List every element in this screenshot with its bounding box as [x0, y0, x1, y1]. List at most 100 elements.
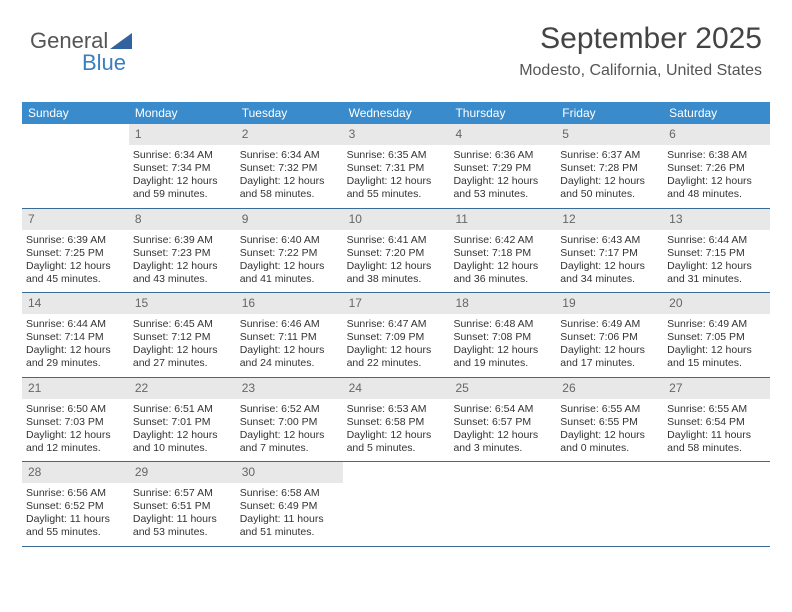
page-header: General Blue September 2025 Modesto, Cal… [0, 0, 792, 90]
daylight-line1: Daylight: 12 hours [240, 429, 339, 442]
day-number: 2 [236, 124, 343, 145]
day-number: 15 [129, 293, 236, 314]
calendar-day-cell [663, 462, 770, 546]
sunrise-text: Sunrise: 6:42 AM [453, 234, 552, 247]
calendar-day-cell: 23Sunrise: 6:52 AMSunset: 7:00 PMDayligh… [236, 378, 343, 462]
sunrise-text: Sunrise: 6:52 AM [240, 403, 339, 416]
day-number [343, 462, 450, 483]
calendar-weeks: 1 Sunrise: 6:34 AM Sunset: 7:34 PM Daylight… [22, 124, 770, 547]
sunset-text: Sunset: 6:57 PM [453, 416, 552, 429]
sunrise-text: Sunrise: 6:36 AM [453, 149, 552, 162]
daylight-line2: and 58 minutes. [667, 442, 766, 455]
daylight-line1: Daylight: 12 hours [26, 344, 125, 357]
sunset-text: Sunset: 7:26 PM [667, 162, 766, 175]
day-number: 28 [22, 462, 129, 483]
daylight-line1: Daylight: 12 hours [133, 260, 232, 273]
sunrise-text: Sunrise: 6:53 AM [347, 403, 446, 416]
day-number [663, 462, 770, 483]
sunrise-text: Sunrise: 6:57 AM [133, 487, 232, 500]
calendar-day-cell: 30Sunrise: 6:58 AMSunset: 6:49 PMDayligh… [236, 462, 343, 546]
calendar-day-cell: 19Sunrise: 6:49 AMSunset: 7:06 PMDayligh… [556, 293, 663, 377]
daylight-line1: Daylight: 12 hours [560, 175, 659, 188]
daylight-line1: Daylight: 12 hours [560, 429, 659, 442]
sunrise-text: Sunrise: 6:37 AM [560, 149, 659, 162]
sunrise-text: Sunrise: 6:39 AM [26, 234, 125, 247]
daylight-line2: and 29 minutes. [26, 357, 125, 370]
sunrise-text: Sunrise: 6:43 AM [560, 234, 659, 247]
day-number: 26 [556, 378, 663, 399]
sunrise-text: Sunrise: 6:38 AM [667, 149, 766, 162]
daylight-line2: and 34 minutes. [560, 273, 659, 286]
page-title: September 2025 [540, 22, 762, 56]
sunset-text: Sunset: 6:55 PM [560, 416, 659, 429]
daylight-line2: and 55 minutes. [26, 526, 125, 539]
daylight-line2: and 22 minutes. [347, 357, 446, 370]
calendar-week: 1 Sunrise: 6:34 AM Sunset: 7:34 PM Daylight… [22, 124, 770, 209]
daylight-line2: and 43 minutes. [133, 273, 232, 286]
location-text: Modesto, California, United States [519, 62, 762, 80]
day-number [449, 462, 556, 483]
daylight-line1: Daylight: 12 hours [26, 260, 125, 273]
calendar-day-cell: 29Sunrise: 6:57 AMSunset: 6:51 PMDayligh… [129, 462, 236, 546]
sunrise-text: Sunrise: 6:55 AM [667, 403, 766, 416]
sunrise-text: Sunrise: 6:58 AM [240, 487, 339, 500]
sunset-text: Sunset: 7:14 PM [26, 331, 125, 344]
calendar-day-cell [449, 462, 556, 546]
daylight-line2: and 10 minutes. [133, 442, 232, 455]
sunset-text: Sunset: 7:08 PM [453, 331, 552, 344]
daylight-line1: Daylight: 12 hours [347, 260, 446, 273]
sunset-text: Sunset: 7:17 PM [560, 247, 659, 260]
sunrise-text: Sunrise: 6:35 AM [347, 149, 446, 162]
calendar-day-cell: 15Sunrise: 6:45 AMSunset: 7:12 PMDayligh… [129, 293, 236, 377]
sunset-text: Sunset: 6:54 PM [667, 416, 766, 429]
sunset-text: Sunset: 7:12 PM [133, 331, 232, 344]
day-number: 12 [556, 209, 663, 230]
day-number: 20 [663, 293, 770, 314]
calendar-day-cell: 18Sunrise: 6:48 AMSunset: 7:08 PMDayligh… [449, 293, 556, 377]
daylight-line1: Daylight: 11 hours [26, 513, 125, 526]
day-number: 10 [343, 209, 450, 230]
dayname-tue: Tuesday [236, 102, 343, 124]
dayname-sun: Sunday [22, 102, 129, 124]
sunrise-text: Sunrise: 6:49 AM [560, 318, 659, 331]
day-number: 13 [663, 209, 770, 230]
sunset-text: Sunset: 7:34 PM [133, 162, 232, 175]
daylight-line2: and 53 minutes. [133, 526, 232, 539]
daylight-line1: Daylight: 12 hours [347, 175, 446, 188]
day-number: 8 [129, 209, 236, 230]
day-number: 1 [129, 124, 236, 145]
calendar-day-cell [343, 462, 450, 546]
day-number: 7 [22, 209, 129, 230]
sunrise-text: Sunrise: 6:40 AM [240, 234, 339, 247]
day-number: 27 [663, 378, 770, 399]
day-number: 5 [556, 124, 663, 145]
sunrise-text: Sunrise: 6:39 AM [133, 234, 232, 247]
calendar-day-cell: 22Sunrise: 6:51 AMSunset: 7:01 PMDayligh… [129, 378, 236, 462]
calendar-day-cell: 11Sunrise: 6:42 AMSunset: 7:18 PMDayligh… [449, 209, 556, 293]
daylight-line1: Daylight: 12 hours [560, 260, 659, 273]
calendar-day-cell: 1Sunrise: 6:34 AMSunset: 7:34 PMDaylight… [129, 124, 236, 208]
daylight-line2: and 51 minutes. [240, 526, 339, 539]
sunset-text: Sunset: 7:22 PM [240, 247, 339, 260]
calendar-week: 21Sunrise: 6:50 AMSunset: 7:03 PMDayligh… [22, 378, 770, 463]
sunset-text: Sunset: 7:00 PM [240, 416, 339, 429]
daylight-line1: Daylight: 11 hours [667, 429, 766, 442]
brand-triangle-icon [110, 33, 132, 49]
daylight-line2: and 17 minutes. [560, 357, 659, 370]
daylight-line2: and 3 minutes. [453, 442, 552, 455]
daylight-line2: and 19 minutes. [453, 357, 552, 370]
sunrise-text: Sunrise: 6:34 AM [240, 149, 339, 162]
calendar-day-cell: 28Sunrise: 6:56 AMSunset: 6:52 PMDayligh… [22, 462, 129, 546]
daylight-line1: Daylight: 12 hours [26, 429, 125, 442]
daylight-line1: Daylight: 12 hours [133, 429, 232, 442]
daylight-line2: and 15 minutes. [667, 357, 766, 370]
daylight-line1: Daylight: 12 hours [667, 344, 766, 357]
day-number: 30 [236, 462, 343, 483]
sunset-text: Sunset: 7:23 PM [133, 247, 232, 260]
daylight-line2: and 0 minutes. [560, 442, 659, 455]
calendar-day-cell: 3Sunrise: 6:35 AMSunset: 7:31 PMDaylight… [343, 124, 450, 208]
day-number: 14 [22, 293, 129, 314]
calendar-day-cell: 2Sunrise: 6:34 AMSunset: 7:32 PMDaylight… [236, 124, 343, 208]
day-number: 19 [556, 293, 663, 314]
day-number: 17 [343, 293, 450, 314]
